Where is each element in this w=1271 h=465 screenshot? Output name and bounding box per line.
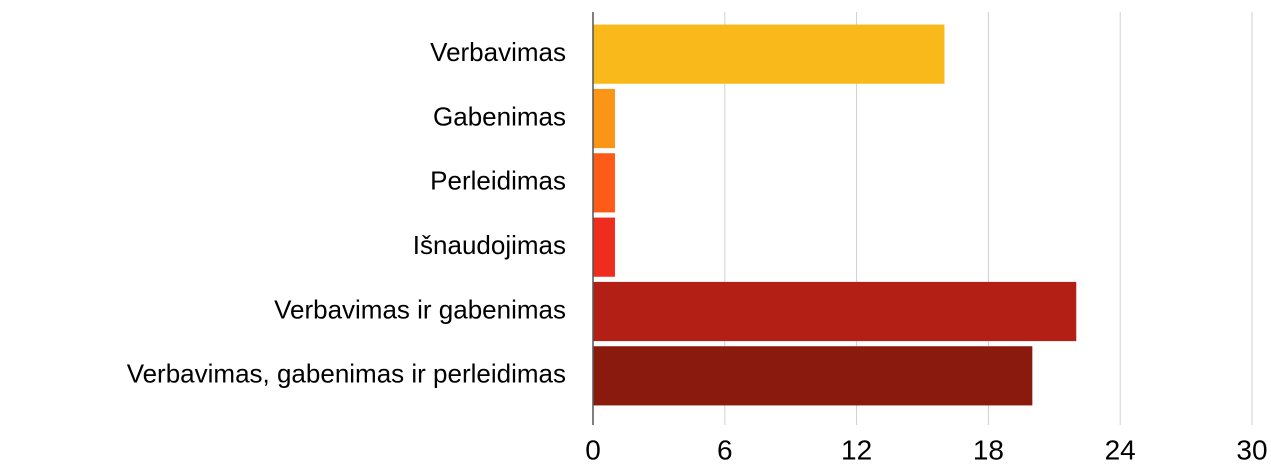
y-tick-label: Gabenimas: [433, 101, 566, 131]
bar: [593, 281, 1077, 342]
y-tick-label: Išnaudojimas: [413, 230, 566, 260]
x-tick-label: 18: [973, 434, 1004, 465]
bar: [593, 153, 615, 213]
x-tick-label: 30: [1236, 434, 1267, 465]
bar: [593, 88, 615, 149]
x-tick-label: 12: [841, 434, 872, 465]
bar: [593, 24, 945, 84]
y-tick-label: Perleidimas: [430, 166, 566, 196]
y-tick-label: Verbavimas, gabenimas ir perleidimas: [127, 359, 566, 389]
bar: [593, 217, 615, 277]
x-tick-label: 0: [585, 434, 601, 465]
y-tick-label: Verbavimas: [430, 37, 566, 67]
x-tick-label: 6: [717, 434, 733, 465]
y-tick-label: Verbavimas ir gabenimas: [274, 294, 566, 324]
x-tick-label: 24: [1105, 434, 1136, 465]
bar: [593, 346, 1033, 406]
